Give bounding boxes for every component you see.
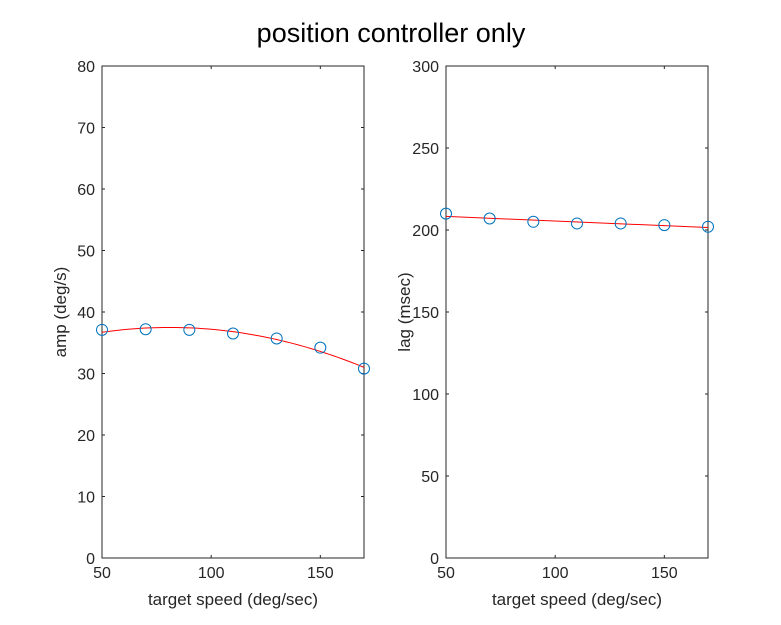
data-point (139, 323, 152, 336)
y-tick-label: 250 (412, 141, 439, 158)
y-tick-label: 150 (412, 305, 439, 322)
data-point (227, 327, 239, 340)
data-point (527, 215, 540, 228)
y-tick-label: 10 (77, 490, 95, 507)
data-point (183, 323, 196, 336)
data-point (658, 219, 671, 232)
y-axis-label: amp (deg/s) (51, 267, 70, 358)
x-axis-label: target speed (deg/sec) (148, 590, 318, 609)
figure-title: position controller only (257, 18, 526, 48)
x-axis-label: target speed (deg/sec) (492, 590, 662, 609)
y-tick-label: 60 (77, 182, 95, 199)
x-tick-label: 150 (307, 565, 334, 582)
y-tick-label: 50 (77, 244, 95, 261)
y-tick-label: 70 (77, 121, 95, 138)
fit-line (101, 326, 365, 368)
y-tick-label: 0 (430, 551, 439, 568)
data-point (96, 323, 108, 336)
x-tick-label: 50 (93, 565, 111, 582)
amp-plot: 50 100 150 0 10 20 30 40 50 60 70 80 target speed (d… (51, 59, 370, 609)
x-tick-label: 100 (542, 565, 569, 582)
y-tick-label: 0 (86, 551, 95, 568)
y-tick-label: 300 (412, 59, 439, 76)
y-tick-label: 50 (421, 469, 439, 486)
y-tick-label: 80 (77, 59, 95, 76)
axes-box (445, 65, 709, 559)
axes-box (101, 65, 365, 559)
y-tick-label: 40 (77, 305, 95, 322)
data-point (270, 332, 283, 345)
data-point (614, 217, 627, 230)
y-tick-label: 30 (77, 367, 95, 384)
y-tick-label: 20 (77, 428, 95, 445)
data-point (358, 362, 370, 375)
data-point (440, 207, 452, 220)
y-axis-label: lag (msec) (395, 272, 414, 351)
x-tick-label: 100 (198, 565, 225, 582)
fit-line (445, 215, 709, 229)
y-tick-label: 200 (412, 223, 439, 240)
y-tick-label: 100 (412, 387, 439, 404)
x-tick-label: 150 (651, 565, 678, 582)
x-tick-label: 50 (437, 565, 455, 582)
data-point (702, 220, 714, 233)
data-point (571, 217, 583, 230)
data-point (483, 212, 496, 225)
data-point (314, 341, 327, 354)
